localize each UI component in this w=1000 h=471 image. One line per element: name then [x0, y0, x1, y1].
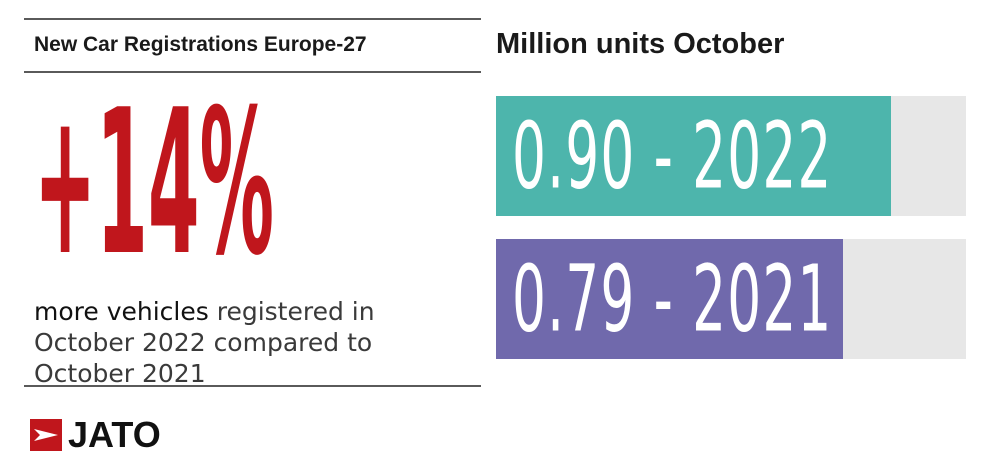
bar-track-2022: 0.90 - 2022 [496, 96, 966, 216]
bar-label-2021: 0.79 - 2021 [512, 245, 833, 353]
chart-title: Million units October [496, 28, 785, 60]
jato-arrow-icon [30, 419, 62, 451]
bar-2022: 0.90 - 2022 [496, 96, 891, 216]
caption-rest: registered in October 2022 compared to O… [34, 297, 375, 388]
bar-track-2021: 0.79 - 2021 [496, 239, 966, 359]
headline-caption: more vehicles registered in October 2022… [34, 296, 454, 389]
logo-text: JATO [68, 414, 161, 455]
bottom-rule [24, 385, 481, 387]
headline-percentage: +14% [34, 84, 314, 266]
page-title: New Car Registrations Europe-27 [34, 33, 367, 56]
top-rule [24, 18, 481, 20]
caption-highlight: more vehicles [34, 297, 209, 326]
bar-label-2022: 0.90 - 2022 [512, 102, 833, 210]
headline-percentage-text: +14% [34, 84, 274, 266]
bar-2021: 0.79 - 2021 [496, 239, 843, 359]
jato-logo: JATO [30, 414, 161, 456]
title-underline-rule [24, 71, 481, 73]
